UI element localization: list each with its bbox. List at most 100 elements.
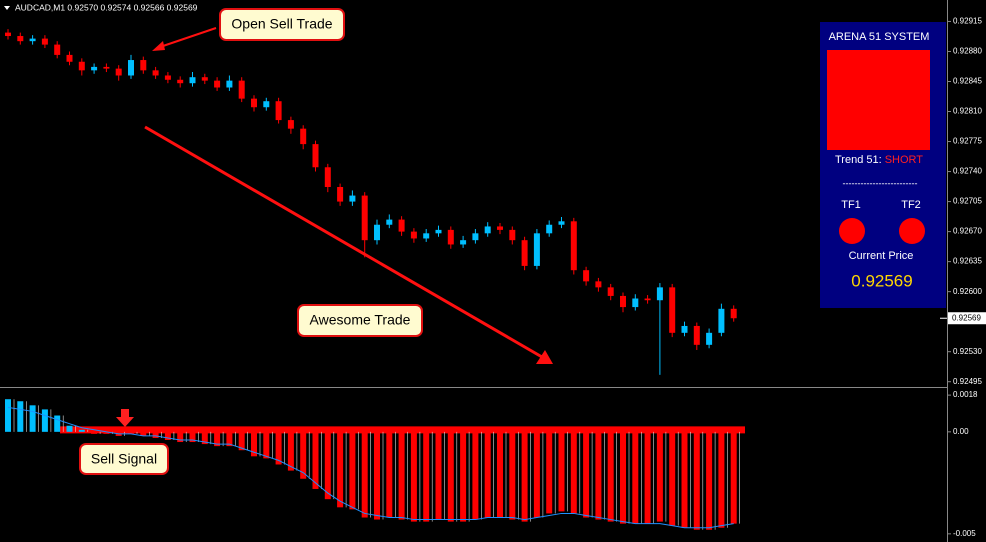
histogram-bar	[140, 431, 147, 436]
histogram-bar	[521, 431, 528, 522]
histogram-bar	[238, 431, 245, 451]
callout-box	[79, 443, 169, 475]
candle-body	[29, 38, 36, 42]
histogram-bar	[54, 415, 61, 432]
y-tick-label: 0.92495	[953, 377, 982, 386]
histogram-bar	[300, 431, 307, 479]
y-tick-label: 0.92880	[953, 47, 982, 56]
candle-body	[287, 120, 294, 129]
arrow-head	[152, 41, 165, 51]
candle-body	[361, 195, 368, 241]
histogram-bar	[29, 405, 36, 432]
candle-body	[386, 219, 393, 225]
candle-body	[607, 287, 614, 296]
y-tick-label: 0.92635	[953, 257, 982, 266]
candle-body	[251, 98, 257, 108]
candle-body	[718, 308, 725, 333]
y-tick-label: 0.92740	[953, 167, 982, 176]
histogram-bar	[460, 431, 467, 522]
candle-body	[337, 186, 344, 202]
histogram-bar	[607, 431, 614, 522]
histogram-bar	[423, 431, 430, 522]
histogram-bar	[66, 425, 73, 432]
candle-body	[583, 270, 590, 282]
tf-label: TF2	[901, 199, 921, 211]
histogram-bar	[595, 431, 602, 520]
candle-body	[669, 287, 676, 333]
candle-body	[17, 36, 24, 42]
y-tick-label: 0.92600	[953, 287, 982, 296]
y-tick-label: 0.92670	[953, 227, 982, 236]
histogram-bar	[17, 401, 24, 432]
plot-layer: 0.92915 0.92880 0.92845 0.92810 0.92775 0.927…	[5, 17, 986, 538]
histogram-bar	[398, 431, 405, 520]
y-tick-label: 0.92845	[953, 77, 982, 86]
candle-body	[103, 66, 110, 69]
histogram-bar	[164, 431, 171, 440]
candle-body	[595, 281, 602, 288]
sell-arrow	[116, 409, 134, 427]
candle-body	[730, 308, 737, 319]
candle-body	[546, 224, 553, 234]
candle-body	[324, 167, 331, 187]
histogram-bar	[435, 431, 442, 520]
histogram-bar	[287, 431, 294, 471]
y-tick-label: -0.005	[953, 529, 976, 538]
histogram-bar	[484, 431, 491, 518]
histogram-bar	[177, 431, 184, 443]
candle-body	[54, 44, 61, 55]
histogram-bar	[41, 409, 48, 432]
histogram-bar	[447, 431, 454, 522]
last-price-box	[948, 312, 986, 325]
panel-title: ARENA 51 SYSTEM	[829, 31, 930, 43]
candle-body	[681, 325, 688, 333]
candle-body	[226, 80, 233, 88]
candle-body	[533, 233, 540, 266]
histogram-bar	[472, 431, 479, 520]
candle-body	[620, 295, 626, 308]
histogram-bar	[730, 431, 737, 524]
candle-body	[164, 75, 171, 80]
y-tick-label: 0.92915	[953, 17, 982, 26]
arrow-line	[159, 27, 217, 48]
candle-body	[509, 229, 516, 241]
candle-body	[398, 219, 405, 232]
last-price-label: 0.92569	[952, 313, 981, 322]
histogram-bar	[644, 431, 651, 524]
histogram-bar	[386, 431, 393, 518]
candle-body	[521, 240, 528, 266]
candle-body	[41, 38, 48, 45]
histogram-bar	[152, 431, 159, 438]
y-tick-label: 0.0018	[953, 390, 978, 399]
price-caption: Current Price	[849, 250, 914, 262]
trend-arrow-head	[536, 350, 553, 364]
candle-body	[484, 226, 491, 234]
histogram-bar	[324, 431, 331, 500]
histogram-bar	[201, 431, 208, 445]
candle-body	[693, 325, 700, 345]
histogram-bar	[312, 431, 319, 489]
callout-text: Awesome Trade	[310, 312, 411, 328]
histogram-bar	[251, 431, 257, 457]
y-tick-label: 0.92530	[953, 347, 982, 356]
candle-body	[91, 66, 98, 71]
histogram-bar	[570, 431, 577, 514]
histogram-bar	[5, 399, 11, 432]
histogram-bar	[275, 431, 282, 465]
trend-arrow-line	[144, 125, 543, 359]
trend-value: SHORT	[885, 154, 924, 166]
candle-body	[349, 195, 356, 202]
candle-body	[472, 233, 479, 241]
panel-divider: -------------------------	[843, 178, 918, 188]
tf-label: TF1	[841, 199, 861, 211]
trend-line: Trend 51: SHORT	[835, 154, 923, 166]
histogram-bar	[226, 431, 233, 447]
candle-body	[312, 144, 319, 168]
callout-text: Open Sell Trade	[231, 16, 332, 32]
candle-body	[275, 101, 282, 121]
histogram-bar	[620, 431, 626, 524]
callout-box	[219, 8, 345, 41]
candle-body	[152, 70, 159, 76]
